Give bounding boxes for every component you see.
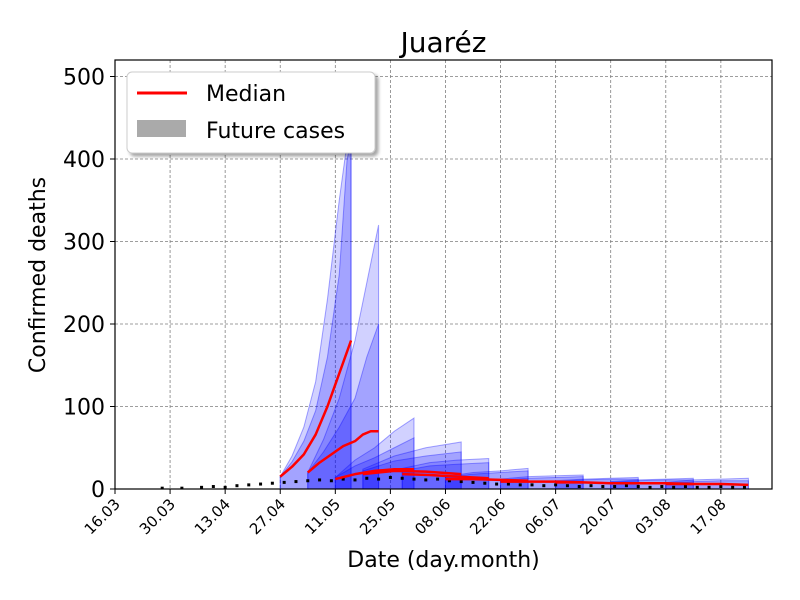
- observed-point: [365, 476, 369, 480]
- observed-point: [412, 477, 416, 481]
- x-axis-label: Date (day.month): [347, 548, 539, 573]
- observed-point: [223, 485, 227, 489]
- plot-frame: [114, 59, 773, 490]
- forecast-band-outer: [307, 224, 380, 489]
- observed-point: [270, 481, 274, 485]
- y-tick-label: 100: [63, 396, 105, 421]
- observed-point: [471, 480, 475, 484]
- observed-point: [200, 485, 204, 489]
- median-line: [362, 469, 462, 476]
- observed-point: [160, 486, 164, 489]
- legend-median-label: Median: [206, 82, 286, 107]
- legend-box: [126, 71, 376, 154]
- observed-point: [424, 478, 428, 482]
- observed-point: [282, 480, 286, 484]
- observed-point: [353, 478, 357, 482]
- observed-point: [542, 484, 546, 488]
- median-line: [335, 467, 414, 481]
- observed-point: [554, 483, 558, 487]
- observed-point: [742, 485, 746, 489]
- observed-point: [672, 485, 676, 489]
- observed-point: [577, 485, 581, 489]
- legend-future-swatch: [137, 120, 186, 137]
- observed-point: [318, 478, 322, 482]
- observed-point: [329, 479, 333, 483]
- observed-point: [518, 483, 522, 487]
- observed-point: [601, 485, 605, 489]
- observed-point: [400, 476, 404, 480]
- chart-title: Juaréz: [399, 26, 487, 59]
- median-series: [279, 340, 749, 487]
- observed-point: [707, 485, 711, 489]
- forecast-band-outer: [279, 142, 352, 489]
- observed-point: [613, 485, 617, 489]
- observed-point: [306, 479, 310, 483]
- forecast-band-inner: [279, 142, 352, 489]
- legend-future-label: Future cases: [206, 119, 345, 144]
- observed-point: [377, 477, 381, 481]
- legend: Median Future cases: [126, 71, 376, 154]
- observed-point: [731, 485, 735, 489]
- y-axis-label: Confirmed deaths: [26, 177, 51, 373]
- forecast-band-outer: [362, 441, 462, 489]
- median-line: [402, 472, 489, 480]
- observed-point: [341, 477, 345, 481]
- observed-point: [565, 484, 569, 488]
- observed-point: [180, 486, 184, 489]
- observed-point: [247, 483, 251, 487]
- y-tick-label: 400: [63, 148, 105, 173]
- median-line: [279, 340, 353, 478]
- observed-point: [495, 482, 499, 486]
- observed-point: [695, 485, 699, 489]
- observed-point: [589, 484, 593, 488]
- forecast-band-inner: [307, 323, 380, 489]
- y-tick-label: 300: [63, 231, 105, 256]
- y-tick-label: 0: [91, 478, 105, 503]
- observed-point: [483, 481, 487, 485]
- observed-point: [683, 485, 687, 489]
- observed-point: [459, 480, 463, 484]
- y-tick-label: 200: [63, 313, 105, 338]
- observed-point: [530, 483, 534, 487]
- observed-point: [624, 484, 628, 488]
- median-line: [306, 430, 379, 474]
- observed-point: [648, 485, 652, 489]
- observed-point: [636, 485, 640, 489]
- observed-point: [660, 485, 664, 489]
- y-axis: 0 100 200 300 400 500: [63, 66, 115, 503]
- observed-point: [719, 485, 723, 489]
- observed-point: [447, 479, 451, 483]
- observed-point: [388, 475, 392, 479]
- observed-series: [160, 475, 746, 489]
- observed-point: [506, 482, 510, 486]
- y-tick-label: 500: [63, 66, 105, 91]
- observed-point: [259, 482, 263, 486]
- median-line: [665, 482, 749, 487]
- observed-point: [211, 485, 215, 489]
- observed-point: [235, 484, 239, 488]
- observed-point: [294, 480, 298, 484]
- observed-point: [436, 477, 440, 481]
